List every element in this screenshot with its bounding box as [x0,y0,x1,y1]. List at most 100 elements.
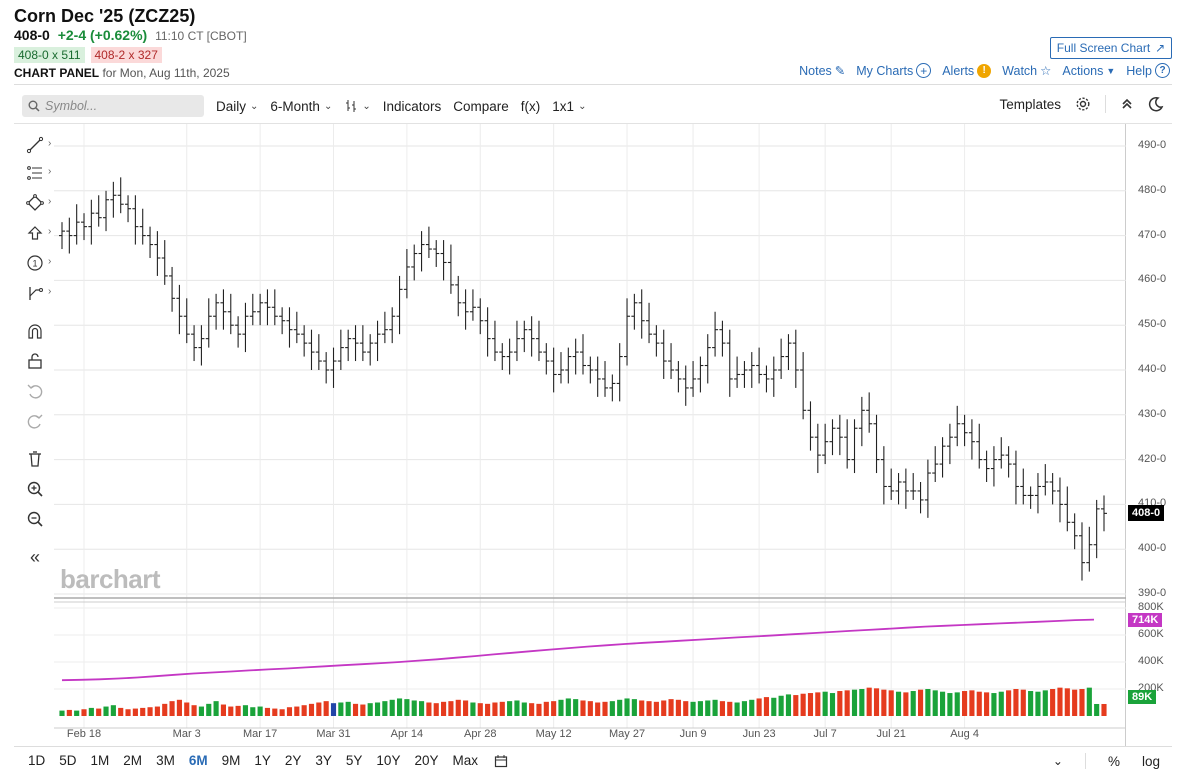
volume-bar [1035,691,1041,716]
plus-circle-icon: + [916,63,932,78]
help-link[interactable]: Help? [1126,63,1170,78]
chevron-right-icon[interactable]: › [48,256,52,267]
volume-bar [697,701,703,716]
volume-bar [1028,691,1034,716]
collapse-up-icon[interactable] [1120,97,1134,111]
volume-bar [631,699,637,716]
volume-bar [96,708,102,716]
percent-toggle[interactable]: % [1107,753,1120,769]
range-button-1m[interactable]: 1M [90,753,110,768]
trash-icon[interactable] [24,448,46,470]
volume-bar [624,698,630,716]
arrow-up-tool-icon[interactable] [24,222,46,244]
templates-button[interactable]: Templates [999,96,1061,112]
my-charts-link[interactable]: My Charts + [856,63,932,78]
interval-dropdown[interactable]: Daily ⌄ [216,99,258,114]
measure-tool-icon[interactable] [24,282,46,304]
chevron-right-icon[interactable]: › [48,226,52,237]
fibonacci-tool-icon[interactable] [24,162,46,184]
volume-bar [286,707,293,716]
chevron-double-down-icon[interactable]: ⌄ [1052,754,1063,768]
notes-link[interactable]: Notes ✎ [799,63,845,79]
zoom-out-icon[interactable] [24,508,46,530]
moon-icon[interactable] [1148,96,1164,112]
toolbar-right: Templates [999,95,1164,113]
watch-link[interactable]: Watch ☆ [1002,63,1051,79]
actions-label: Actions [1062,63,1104,78]
price-tick-label: 420-0 [1138,452,1167,465]
gear-icon[interactable] [1075,96,1091,112]
date-label: Feb 18 [67,728,101,740]
range-button-20y[interactable]: 20Y [414,753,439,768]
layout-dropdown[interactable]: 1x1 ⌄ [552,99,586,114]
range-bar: 1D 5D 1M 2M 3M 6M 9M 1Y 2Y 3Y 5Y 10Y 20Y Max ⌄ % log [14,746,1172,774]
actions-menu[interactable]: Actions ▼ [1062,64,1115,78]
svg-text:1: 1 [32,259,37,269]
chevron-right-icon[interactable]: › [48,286,52,297]
bid-ask: 408-0 x 511 408-2 x 327 [14,47,162,63]
volume-bar [162,703,168,716]
trendline-tool-icon[interactable] [24,134,46,156]
chevron-right-icon[interactable]: › [48,196,52,207]
volume-bar [132,708,138,716]
volume-bar [617,699,623,716]
expand-arrow-icon: ↗ [1155,41,1166,55]
range-button-2y[interactable]: 2Y [284,753,302,768]
range-button-2m[interactable]: 2M [123,753,143,768]
range-button-9m[interactable]: 9M [221,753,241,768]
chevron-right-icon[interactable]: › [48,166,52,177]
contract-title: Corn Dec '25 (ZCZ25) [14,6,196,26]
volume-bar [675,699,681,716]
numbered-marker-icon[interactable]: 1 [24,252,46,274]
volume-bar [264,707,271,716]
range-button-1y[interactable]: 1Y [254,753,271,768]
open-interest-line [61,618,1095,682]
range-button-5d[interactable]: 5D [59,753,77,768]
last-price: 408-0 [14,27,50,43]
indicators-button[interactable]: Indicators [382,98,442,114]
undo-icon[interactable] [24,380,46,402]
volume-bar [455,699,461,716]
zoom-in-icon[interactable] [24,478,46,500]
log-toggle[interactable]: log [1141,753,1160,769]
chart-type-dropdown[interactable]: ⌄ [344,99,371,113]
chevron-right-icon[interactable]: › [48,138,52,149]
calendar-icon[interactable] [494,754,508,768]
volume-bar [169,701,175,716]
full-screen-label: Full Screen Chart [1056,41,1151,55]
range-button-10y[interactable]: 10Y [376,753,401,768]
layout-label: 1x1 [552,98,575,114]
range-button-3y[interactable]: 3Y [315,753,332,768]
magnet-icon[interactable] [24,320,46,342]
collapse-sidebar-icon[interactable]: « [29,546,40,567]
unlock-icon[interactable] [24,350,46,372]
range-button-5y[interactable]: 5Y [345,753,363,768]
function-button[interactable]: f(x) [520,98,541,114]
alerts-link[interactable]: Alerts! [942,63,992,78]
period-dropdown[interactable]: 6-Month ⌄ [270,99,332,114]
volume-bar [492,702,498,716]
chevron-down-icon: ⌄ [250,100,259,112]
compare-button[interactable]: Compare [453,98,509,114]
watch-label: Watch [1002,63,1038,78]
shapes-tool-icon[interactable] [24,192,46,214]
volume-bar [910,691,916,716]
symbol-search[interactable]: Symbol... [22,95,204,117]
range-button-6m[interactable]: 6M [188,753,208,768]
volume-bar [749,699,755,716]
redo-icon[interactable] [24,410,46,432]
range-button-max[interactable]: Max [452,753,478,768]
range-button-1d[interactable]: 1D [28,753,46,768]
full-screen-chart-button[interactable]: Full Screen Chart ↗ [1050,37,1172,59]
chart-area[interactable]: Feb 18 Mar 3 Mar 17 Mar 31 Apr 14 Apr 28 May 1… [54,124,1126,746]
price-tick-label: 400-0 [1138,542,1167,555]
volume-bar [250,707,256,716]
range-button-3m[interactable]: 3M [156,753,175,768]
volume-bar [1013,689,1019,716]
chart-panel-label: CHART PANEL for Mon, Aug 11th, 2025 [14,66,230,80]
volume-bar [1042,690,1048,716]
volume-bar [807,693,814,716]
volume-bar [976,691,982,716]
price-chart[interactable]: Feb 18 Mar 3 Mar 17 Mar 31 Apr 14 Apr 28 May 1… [54,124,1126,746]
volume-bar [822,691,828,716]
